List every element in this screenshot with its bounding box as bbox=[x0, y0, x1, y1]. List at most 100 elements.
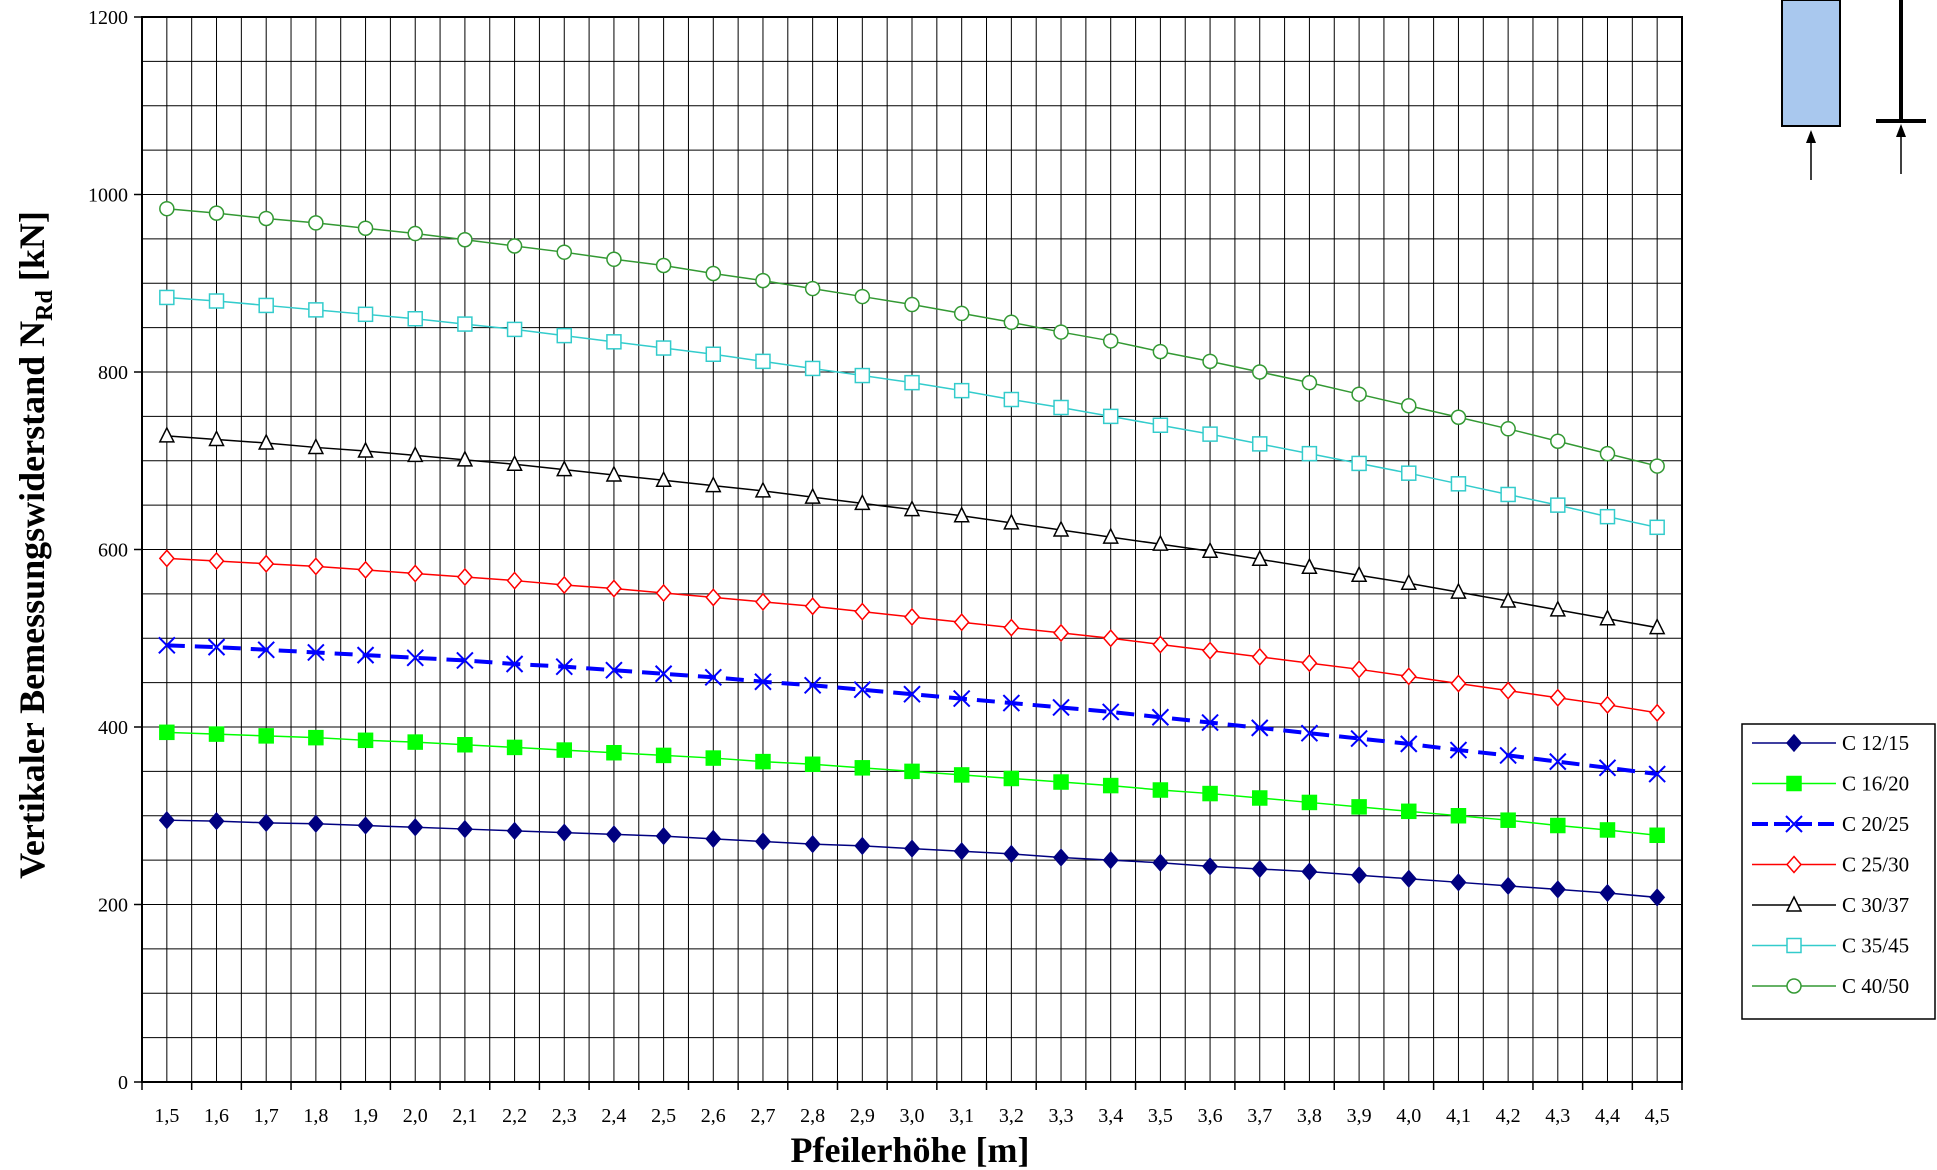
x-tick-label: 1,9 bbox=[353, 1105, 378, 1127]
legend-entry: C 30/37 bbox=[1752, 893, 1909, 917]
x-tick-label: 4,2 bbox=[1496, 1105, 1521, 1127]
data-point bbox=[1202, 785, 1218, 802]
data-point bbox=[804, 280, 821, 297]
data-point bbox=[1786, 775, 1802, 792]
data-point bbox=[1301, 653, 1318, 673]
x-tick-label: 1,7 bbox=[254, 1105, 279, 1127]
data-point bbox=[1400, 573, 1417, 590]
x-tick-label: 2,2 bbox=[502, 1105, 527, 1127]
data-point bbox=[903, 685, 921, 703]
data-point bbox=[159, 289, 175, 306]
data-point bbox=[1785, 895, 1803, 912]
data-point bbox=[308, 215, 324, 231]
data-point bbox=[803, 676, 822, 694]
data-point bbox=[158, 636, 176, 655]
data-point bbox=[1549, 688, 1566, 707]
data-point bbox=[506, 821, 523, 840]
data-point bbox=[506, 321, 523, 338]
data-point bbox=[307, 643, 325, 662]
data-point bbox=[1550, 497, 1566, 513]
data-point bbox=[854, 602, 871, 621]
data-point bbox=[953, 506, 970, 523]
data-point bbox=[407, 225, 423, 242]
data-point bbox=[207, 638, 226, 656]
x-tick-label: 3,1 bbox=[949, 1105, 974, 1127]
axes bbox=[134, 16, 1683, 1090]
x-tick-label: 3,2 bbox=[999, 1105, 1024, 1127]
data-point bbox=[307, 814, 324, 833]
data-point bbox=[1052, 698, 1070, 717]
x-tick-label: 2,4 bbox=[601, 1105, 626, 1127]
column-line-icon bbox=[1876, 0, 1926, 174]
legend-label: C 12/15 bbox=[1842, 731, 1909, 755]
data-point bbox=[1251, 549, 1268, 567]
data-point bbox=[1450, 808, 1467, 824]
data-point bbox=[1599, 883, 1616, 903]
data-point bbox=[1351, 866, 1368, 885]
data-point bbox=[1102, 850, 1119, 870]
data-point bbox=[456, 819, 473, 839]
legend-entry: C 40/50 bbox=[1752, 974, 1909, 998]
data-point bbox=[357, 816, 374, 835]
data-point bbox=[406, 649, 424, 667]
data-point bbox=[258, 297, 274, 314]
data-point bbox=[1301, 374, 1318, 391]
data-point bbox=[1251, 647, 1268, 667]
x-tick-label: 3,3 bbox=[1049, 1105, 1074, 1127]
data-point bbox=[1350, 565, 1368, 582]
y-axis-title-unit: [kN] bbox=[12, 211, 52, 290]
data-point bbox=[1450, 674, 1467, 693]
data-point bbox=[556, 575, 573, 595]
data-point bbox=[1002, 694, 1021, 712]
data-point bbox=[1649, 458, 1665, 474]
data-point bbox=[506, 238, 523, 254]
data-point bbox=[1351, 455, 1367, 472]
data-point bbox=[606, 334, 622, 350]
data-point bbox=[854, 493, 871, 511]
data-point bbox=[158, 426, 176, 443]
data-point bbox=[1152, 782, 1169, 798]
data-point bbox=[1350, 729, 1368, 748]
data-point bbox=[804, 360, 821, 377]
data-point bbox=[1053, 848, 1070, 867]
data-point bbox=[1786, 733, 1802, 753]
data-point bbox=[605, 825, 622, 844]
data-point bbox=[1549, 600, 1567, 617]
data-point bbox=[605, 661, 623, 679]
x-tick-label: 4,0 bbox=[1396, 1105, 1421, 1127]
series-lines bbox=[158, 200, 1666, 907]
data-point bbox=[903, 499, 921, 517]
grid bbox=[142, 17, 1682, 1082]
data-point bbox=[1450, 873, 1467, 892]
data-point bbox=[755, 753, 771, 770]
data-point bbox=[1599, 822, 1616, 838]
data-point bbox=[853, 681, 872, 699]
data-point bbox=[1301, 862, 1318, 881]
data-point bbox=[456, 651, 474, 670]
data-point bbox=[308, 729, 324, 746]
data-point bbox=[755, 353, 771, 370]
x-tick-label: 3,6 bbox=[1198, 1105, 1223, 1127]
data-point bbox=[1400, 735, 1418, 753]
legend-entry: C 16/20 bbox=[1752, 772, 1909, 796]
data-point bbox=[705, 346, 722, 362]
data-point bbox=[1599, 508, 1616, 525]
data-point bbox=[258, 728, 274, 744]
data-point bbox=[1400, 667, 1417, 686]
data-point bbox=[1151, 708, 1170, 726]
data-point bbox=[1449, 741, 1468, 759]
data-point bbox=[606, 251, 622, 268]
x-tick-label: 3,0 bbox=[900, 1105, 925, 1127]
data-point bbox=[1003, 844, 1020, 864]
y-tick-label: 400 bbox=[98, 717, 128, 739]
data-point bbox=[1598, 759, 1617, 777]
data-point bbox=[158, 549, 175, 568]
data-point bbox=[407, 311, 423, 327]
y-tick-label: 0 bbox=[118, 1072, 128, 1094]
data-point bbox=[258, 554, 275, 573]
data-point bbox=[1152, 417, 1169, 433]
data-point bbox=[705, 829, 722, 848]
data-point bbox=[1351, 660, 1368, 679]
data-point bbox=[1499, 746, 1517, 765]
series-c-25-30 bbox=[158, 549, 1666, 722]
